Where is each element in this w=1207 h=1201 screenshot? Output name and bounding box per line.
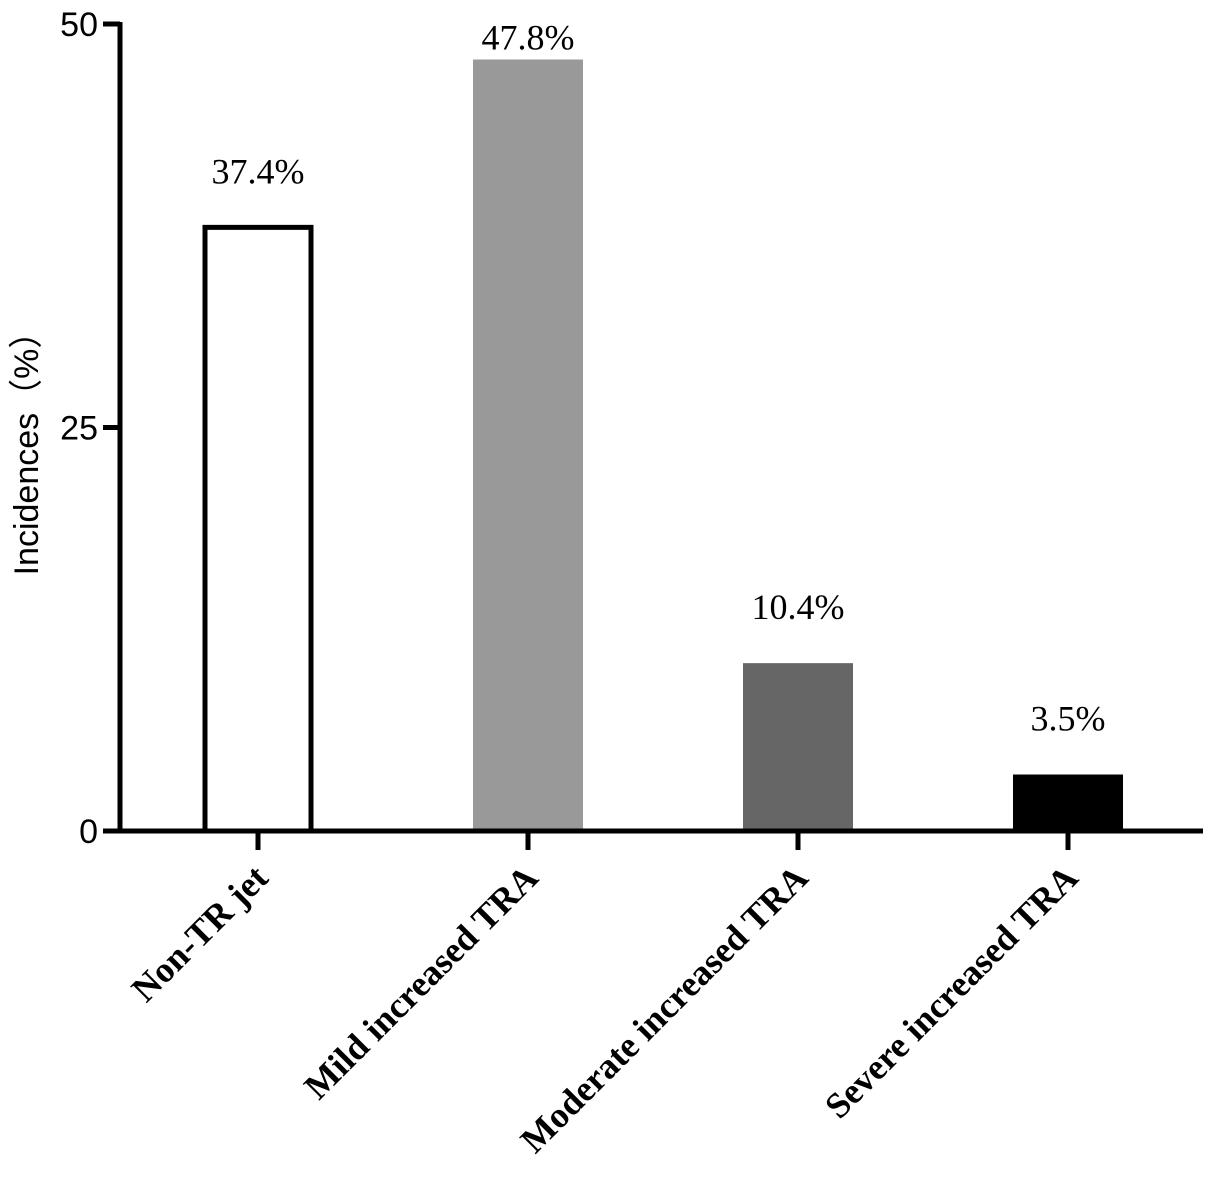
bar-3 [1013, 774, 1123, 831]
data-label-1: 47.8% [482, 18, 575, 58]
bar-2 [743, 663, 853, 831]
y-axis-label: Incidences（%） [8, 315, 46, 576]
bar-1 [473, 59, 583, 832]
x-tick-label-3: Severe increased TRA [817, 857, 1086, 1126]
x-tick-label-1: Mild increased TRA [296, 857, 545, 1106]
data-label-2: 10.4% [752, 587, 845, 627]
data-label-0: 37.4% [212, 151, 305, 191]
x-tick-label-0: Non-TR jet [124, 857, 276, 1009]
y-ticks-layer: 0 25 50 [60, 6, 120, 851]
bars-layer [202, 59, 1123, 834]
x-tick-label-2: Moderate increased TRA [513, 857, 816, 1160]
y-tick-label-25: 25 [60, 410, 98, 448]
data-labels-layer: 37.4% 47.8% 10.4% 3.5% [212, 18, 1106, 739]
data-label-3: 3.5% [1031, 699, 1106, 739]
bar-0 [202, 224, 314, 834]
y-tick-label-50: 50 [60, 6, 98, 44]
y-tick-label-0: 0 [79, 813, 98, 851]
